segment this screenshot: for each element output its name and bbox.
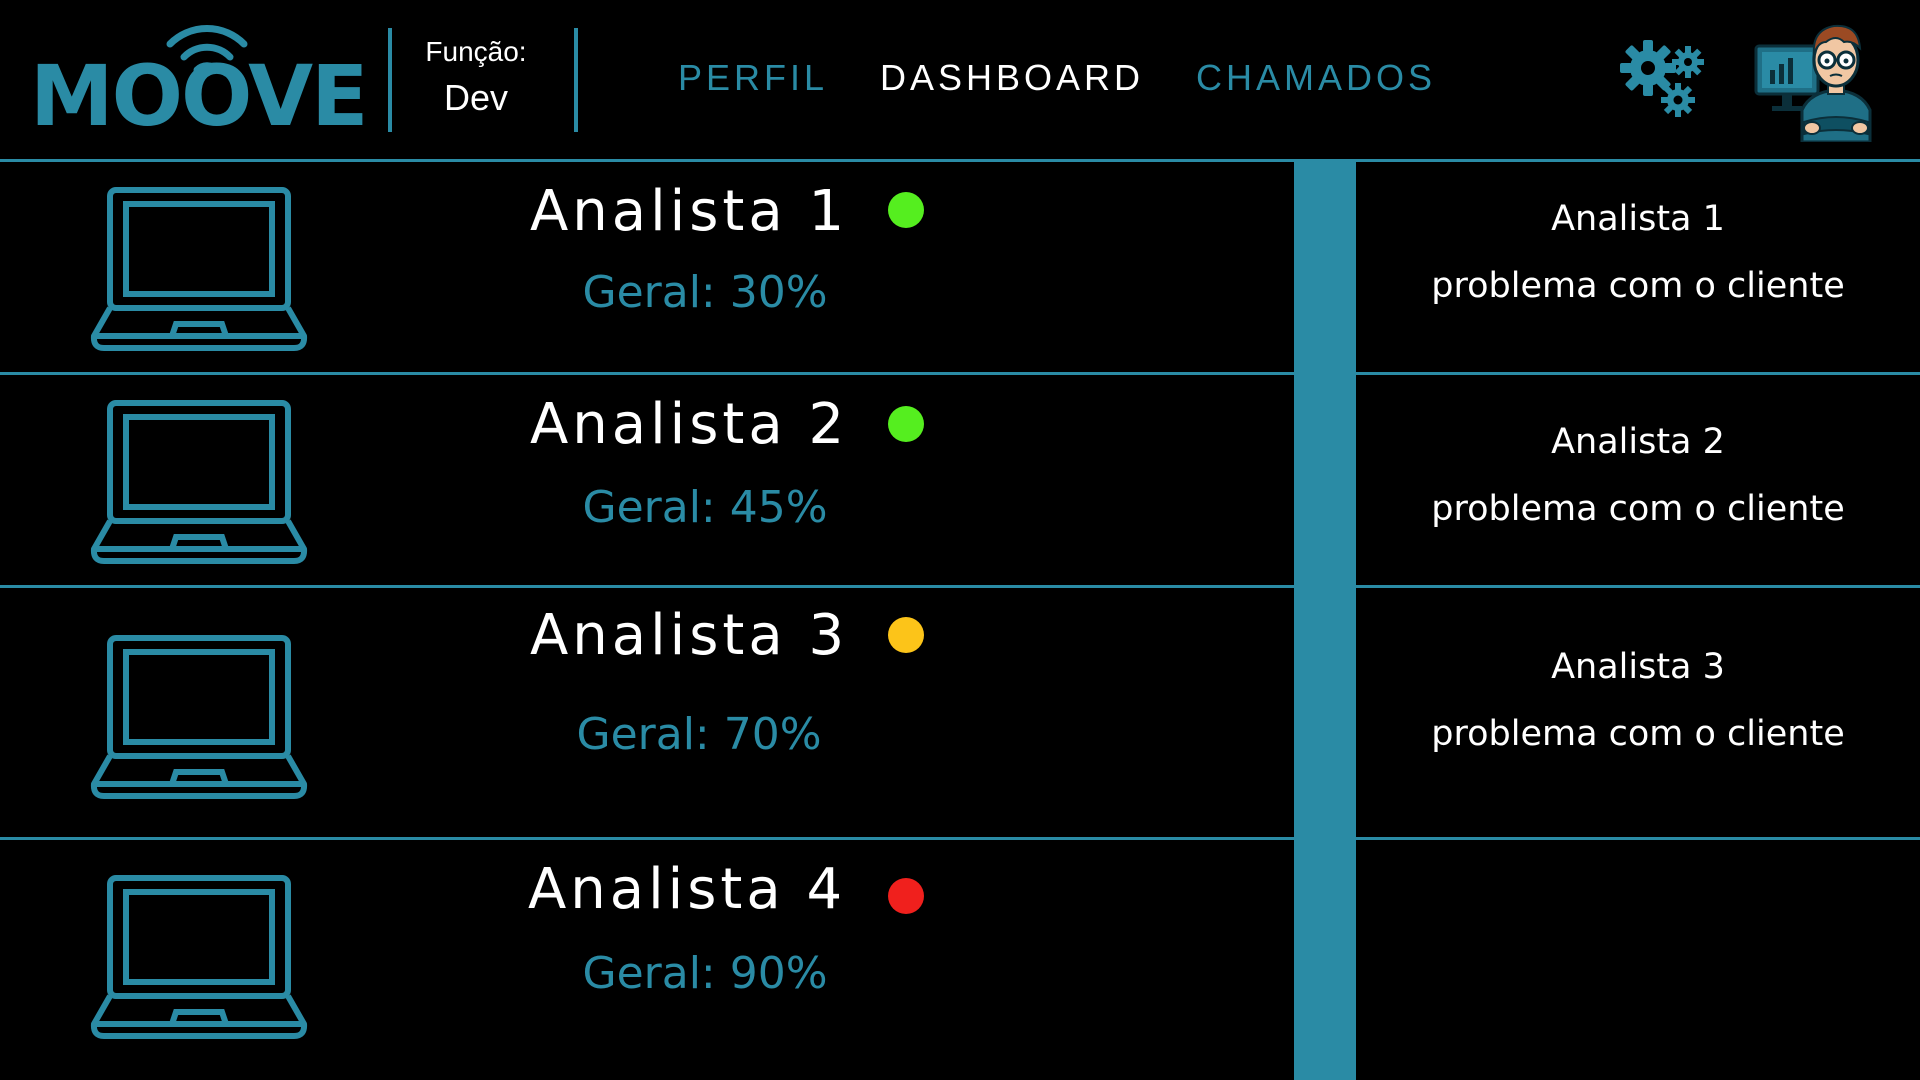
- developer-avatar-icon[interactable]: [1752, 18, 1876, 142]
- analyst-geral: Geral: 30%: [582, 267, 828, 318]
- analyst-geral: Geral: 90%: [582, 948, 828, 999]
- ticket-card[interactable]: Analista 3 problema com o cliente: [1356, 588, 1920, 837]
- analyst-geral: Geral: 70%: [576, 709, 822, 760]
- row-divider: [0, 837, 1294, 840]
- status-indicator: [888, 406, 924, 442]
- moove-logo[interactable]: MOOVE: [30, 20, 369, 138]
- header-divider-left: [388, 28, 392, 132]
- logo-text: MOOVE: [30, 47, 369, 145]
- status-indicator: [888, 192, 924, 228]
- gears-icon[interactable]: [1618, 40, 1706, 122]
- panel-row-divider: [1356, 585, 1920, 588]
- row-divider: [0, 372, 1294, 375]
- status-indicator: [888, 617, 924, 653]
- panel-row-divider: [1356, 837, 1920, 840]
- analyst-row[interactable]: Analista 2 Geral: 45%: [0, 375, 1294, 585]
- analyst-row[interactable]: Analista 1 Geral: 30%: [0, 162, 1294, 372]
- laptop-icon: [90, 875, 308, 1039]
- analyst-name: Analista 2: [530, 392, 849, 457]
- analyst-geral: Geral: 45%: [582, 482, 828, 533]
- funcao-value: Dev: [443, 77, 509, 118]
- analyst-row[interactable]: Analista 3 Geral: 70%: [0, 588, 1294, 837]
- ticket-description: problema com o cliente: [1431, 489, 1845, 529]
- tickets-panel: Analista 1 problema com o cliente Analis…: [1356, 162, 1920, 1080]
- nav-chamados[interactable]: CHAMADOS: [1196, 57, 1437, 98]
- ticket-description: problema com o cliente: [1431, 714, 1845, 754]
- analyst-name: Analista 3: [530, 603, 849, 668]
- ticket-title: Analista 3: [1551, 647, 1725, 687]
- analyst-name: Analista 4: [528, 857, 847, 922]
- ticket-card[interactable]: Analista 2 problema com o cliente: [1356, 375, 1920, 585]
- ticket-description: problema com o cliente: [1431, 266, 1845, 306]
- ticket-title: Analista 1: [1551, 199, 1725, 239]
- nav-dashboard[interactable]: DASHBOARD: [880, 57, 1145, 98]
- analyst-name: Analista 1: [530, 179, 849, 244]
- header: MOOVE Função: Dev PERFIL DASHBOARD CHAMA…: [0, 0, 1920, 159]
- funcao-label: Função:: [425, 36, 527, 67]
- laptop-icon: [90, 635, 308, 799]
- panel-divider-bar: [1294, 162, 1356, 1080]
- row-divider: [0, 585, 1294, 588]
- nav-perfil[interactable]: PERFIL: [678, 57, 829, 98]
- analyst-row[interactable]: Analista 4 Geral: 90%: [0, 840, 1294, 1080]
- header-divider-right: [574, 28, 578, 132]
- laptop-icon: [90, 187, 308, 351]
- laptop-icon: [90, 400, 308, 564]
- ticket-card[interactable]: Analista 1 problema com o cliente: [1356, 162, 1920, 372]
- ticket-title: Analista 2: [1551, 422, 1725, 462]
- panel-row-divider: [1356, 372, 1920, 375]
- analyst-list: Analista 1 Geral: 30% Analista 2 Geral: …: [0, 162, 1294, 1080]
- wifi-icon: [166, 25, 248, 74]
- status-indicator: [888, 878, 924, 914]
- header-divider: [0, 159, 1920, 162]
